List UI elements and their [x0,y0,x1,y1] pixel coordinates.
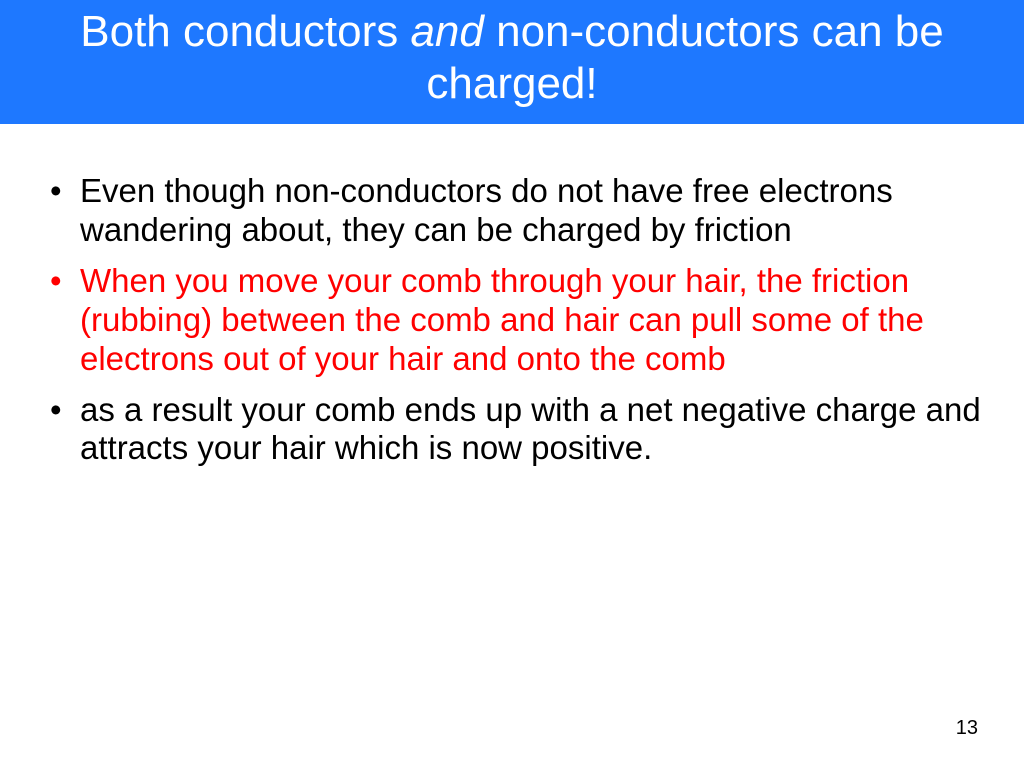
bullet-text: as a result your comb ends up with a net… [80,391,981,467]
bullet-text: Even though non-conductors do not have f… [80,172,893,248]
slide-body: Even though non-conductors do not have f… [0,124,1024,469]
bullet-item: When you move your comb through your hai… [36,262,988,379]
title-italic: and [410,7,483,56]
title-part1: Both conductors [80,7,410,56]
bullet-item: as a result your comb ends up with a net… [36,391,988,469]
page-number: 13 [956,717,978,740]
bullet-item: Even though non-conductors do not have f… [36,172,988,250]
title-part2: non-conductors can be charged! [426,7,943,108]
slide-title: Both conductors and non-conductors can b… [0,0,1024,124]
bullet-text: When you move your comb through your hai… [80,262,924,377]
bullet-list: Even though non-conductors do not have f… [36,172,988,469]
